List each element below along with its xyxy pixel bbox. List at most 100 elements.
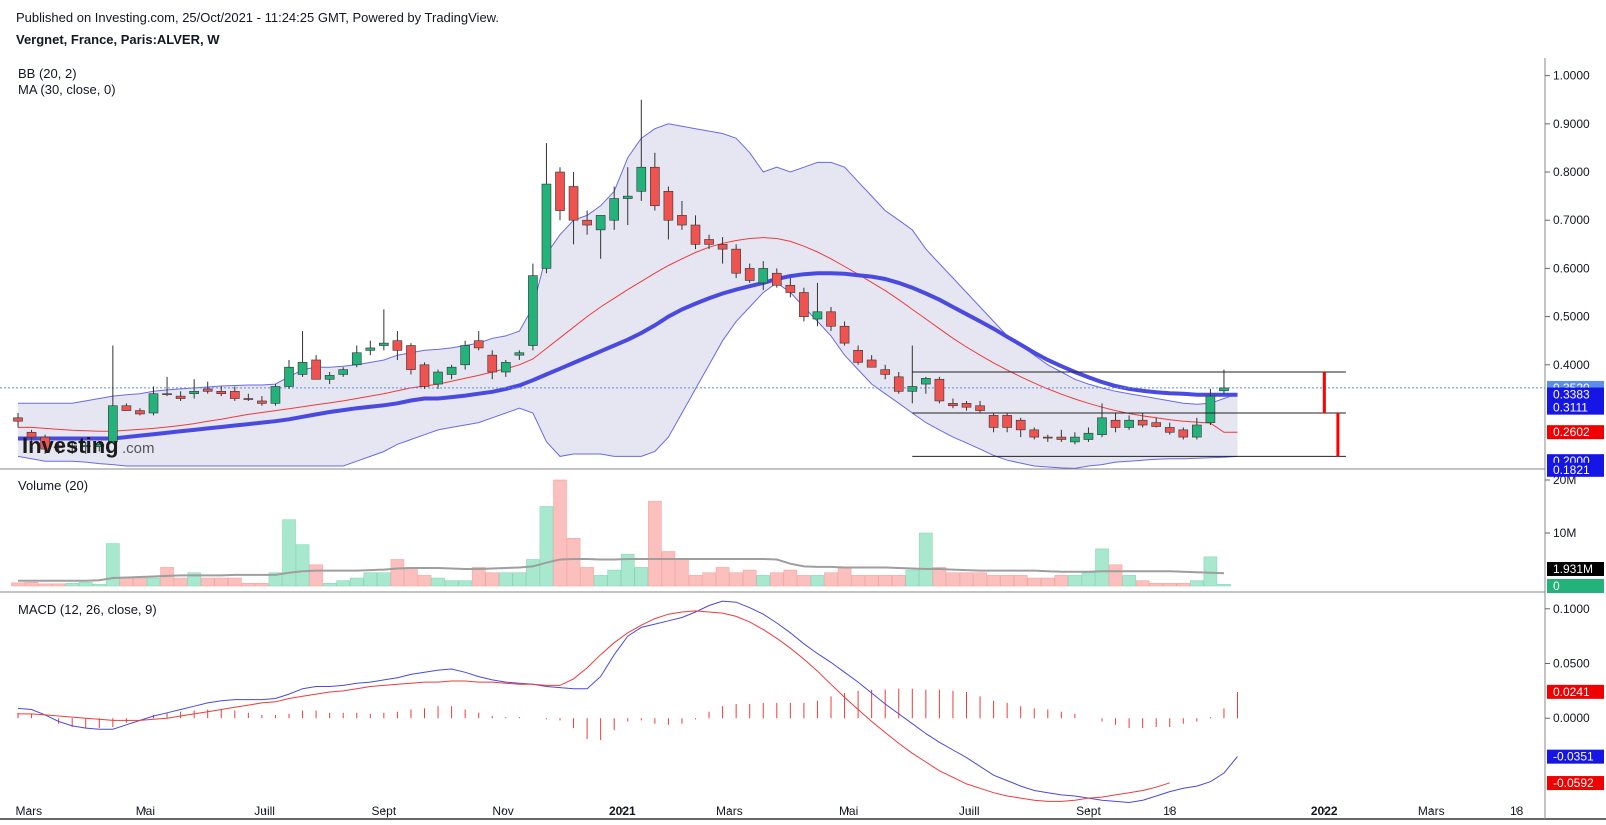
price-axis-label: 0.4000 [1553, 358, 1590, 372]
candle [189, 391, 199, 395]
volume-bar [1135, 580, 1150, 587]
x-axis-label: 2022 [1311, 804, 1338, 818]
bb-middle-line [18, 237, 1238, 433]
volume-bar [1217, 584, 1231, 587]
candle [1083, 432, 1094, 440]
macd-line [17, 600, 1238, 804]
x-axis-label: Mars [16, 804, 43, 818]
investing-logo: Investing [22, 433, 119, 458]
candle [771, 272, 782, 286]
x-axis-label: Juill [959, 804, 980, 818]
macd-axis-label: 0.0000 [1553, 711, 1590, 725]
macd-tag-text: -0.0351 [1553, 750, 1594, 764]
candle [473, 340, 484, 349]
volume-bar [268, 572, 283, 587]
x-axis-label: 18 [1510, 804, 1524, 818]
volume-bar [498, 572, 513, 587]
volume-bar [1041, 577, 1055, 587]
candle [1002, 415, 1012, 428]
candle [541, 183, 552, 269]
volume-bar [51, 583, 66, 587]
volume-bar [620, 553, 635, 587]
candle [338, 369, 349, 375]
candle [1029, 429, 1040, 438]
candle [324, 375, 335, 380]
candle [988, 415, 999, 428]
candle [13, 417, 23, 422]
volume-bar [756, 575, 771, 587]
candle [948, 403, 958, 407]
volume-axis-label: 10M [1553, 526, 1576, 540]
candle [690, 224, 701, 245]
volume-ma-line [18, 558, 1225, 582]
volume-bar [1122, 575, 1136, 587]
volume-bar [282, 519, 296, 587]
volume-bar [1000, 575, 1014, 587]
volume-bar [241, 583, 256, 587]
volume-bar [377, 572, 391, 587]
volume-bar [959, 572, 974, 587]
volume-bar [119, 577, 134, 587]
candle [880, 369, 891, 375]
volume-bar [526, 559, 540, 587]
candle [108, 405, 118, 443]
investing-logo-suffix: .com [122, 440, 155, 457]
volume-bar [824, 572, 838, 587]
candle [148, 393, 159, 414]
candle [40, 436, 50, 450]
volume-bar [471, 567, 486, 587]
volume-bar [349, 577, 364, 587]
macd-tag [1547, 749, 1604, 764]
volume-bar [1081, 572, 1096, 587]
volume-bar [742, 569, 757, 587]
candle [487, 354, 498, 373]
price-tag [1547, 425, 1604, 440]
macd-axis-label: 0.0500 [1553, 656, 1590, 670]
candle [663, 191, 674, 221]
volume-bar [810, 575, 825, 587]
candle [609, 198, 620, 221]
volume-bar [729, 572, 743, 587]
volume-bar [864, 575, 879, 587]
volume-bar [24, 581, 39, 587]
candle [94, 444, 105, 448]
candle [622, 195, 633, 199]
volume-bar [1162, 583, 1177, 587]
volume-bar [106, 543, 120, 587]
x-axis-label: Mai [839, 804, 858, 818]
price-axis-label: 0.5000 [1553, 310, 1590, 324]
volume-bar [92, 584, 107, 587]
volume-tag [1547, 562, 1604, 576]
volume-bar [905, 569, 920, 587]
volume-bar [444, 580, 459, 587]
volume-bar [566, 537, 581, 587]
bb-lower-line [17, 282, 1238, 469]
candle [907, 386, 918, 392]
candle [460, 345, 470, 366]
candle [121, 405, 132, 411]
candle [1151, 422, 1161, 427]
candle [1124, 419, 1134, 428]
candle [731, 248, 741, 274]
volume-bar [417, 575, 432, 587]
candle [1219, 387, 1229, 392]
candle [284, 366, 294, 387]
symbol-title: Vergnet, France, Paris:ALVER, W [16, 32, 220, 47]
candle [392, 340, 403, 351]
price-tag [1547, 387, 1604, 402]
candle [1164, 427, 1175, 433]
candle [406, 345, 416, 370]
candle [744, 268, 755, 281]
volume-bar [769, 572, 784, 587]
candle [433, 371, 443, 385]
candle [799, 292, 809, 317]
volume-tag-text: 1.931M [1553, 562, 1593, 576]
volume-bar [1013, 575, 1028, 587]
price-tag [1547, 400, 1604, 415]
volume-bar [675, 559, 689, 587]
candle [419, 364, 430, 387]
candle [636, 166, 647, 192]
volume-bar [715, 567, 730, 587]
bb-upper-line [18, 123, 1238, 405]
volume-bar [1190, 580, 1204, 587]
